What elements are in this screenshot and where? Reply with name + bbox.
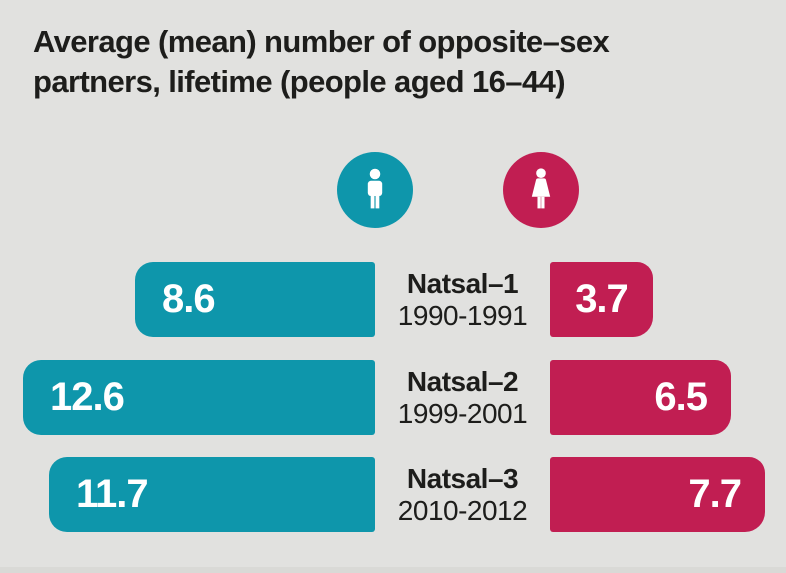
survey-years: 1990-1991	[397, 300, 528, 331]
male-value-label: 8.6	[162, 277, 216, 321]
chart-row: 8.6 Natsal–1 1990-1991 3.7	[0, 262, 786, 337]
male-value-label: 11.7	[76, 472, 149, 516]
survey-years: 1999-2001	[397, 398, 528, 429]
male-person-icon	[367, 168, 383, 209]
female-bar: 7.7	[550, 457, 765, 532]
male-bar: 12.6	[23, 360, 375, 435]
male-bar: 11.7	[49, 457, 375, 532]
female-bar: 6.5	[550, 360, 731, 435]
female-bar: 3.7	[550, 262, 653, 337]
category-label: Natsal–3 2010-2012	[375, 457, 550, 532]
female-value-label: 6.5	[654, 375, 708, 419]
chart-row: 12.6 Natsal–2 1999-2001 6.5	[0, 360, 786, 435]
category-label: Natsal–1 1990-1991	[375, 262, 550, 337]
chart-title: Average (mean) number of opposite–sex pa…	[33, 22, 610, 102]
survey-name: Natsal–3	[406, 463, 519, 494]
survey-name: Natsal–2	[406, 366, 519, 397]
male-bar: 8.6	[135, 262, 375, 337]
female-value-label: 7.7	[688, 472, 742, 516]
chart-row: 11.7 Natsal–3 2010-2012 7.7	[0, 457, 786, 532]
male-value-label: 12.6	[50, 375, 125, 419]
female-legend-badge	[503, 152, 579, 228]
male-legend-badge	[337, 152, 413, 228]
category-label: Natsal–2 1999-2001	[375, 360, 550, 435]
chart-title-line-2: partners, lifetime (people aged 16–44)	[33, 64, 566, 99]
bottom-edge-strip	[0, 567, 786, 573]
survey-name: Natsal–1	[406, 268, 519, 299]
survey-years: 2010-2012	[397, 495, 528, 526]
female-person-icon	[531, 168, 551, 209]
female-value-label: 3.7	[575, 277, 629, 321]
chart-title-line-1: Average (mean) number of opposite–sex	[33, 24, 610, 59]
